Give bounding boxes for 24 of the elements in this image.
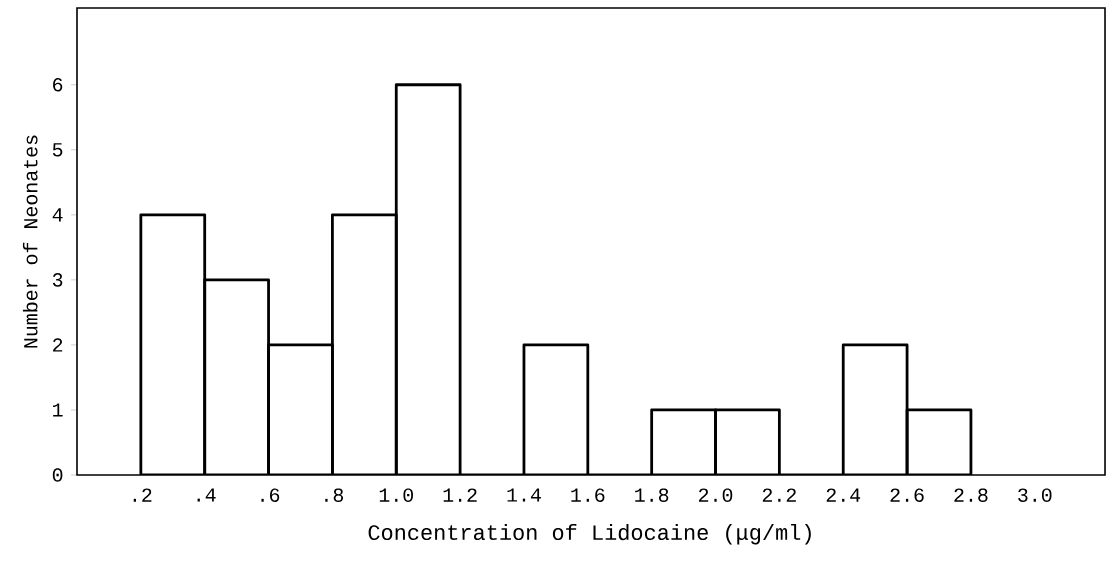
x-tick-label: 1.8	[635, 488, 669, 502]
x-tick-label: .8	[325, 488, 344, 502]
y-tick-label: 6	[53, 77, 63, 92]
y-tick-label: 5	[52, 143, 63, 157]
y-tick-label: 2	[53, 338, 63, 352]
x-axis-title: Concentration of Lidocaine (μg/ml)	[368, 523, 811, 545]
x-tick-label: 1.6	[571, 488, 605, 502]
y-axis-title: Number of Neonates	[22, 135, 38, 348]
x-tick-label: .4	[197, 488, 216, 502]
x-tick-label: 2.2	[762, 488, 796, 502]
y-tick-label: 1	[53, 403, 63, 417]
x-tick-label: 1.0	[379, 488, 413, 502]
x-tick-label: 1.2	[443, 488, 477, 502]
x-tick-label: .2	[133, 488, 152, 502]
x-tick-label: .6	[261, 488, 280, 502]
y-tick-label: 3	[52, 273, 63, 287]
x-tick-label: 2.8	[954, 488, 988, 502]
y-tick-label: 0	[52, 468, 63, 482]
x-tick-label: 3.0	[1018, 488, 1052, 502]
x-tick-label: 2.0	[698, 488, 733, 502]
y-tick-label: 4	[52, 208, 63, 222]
x-tick-label: 2.4	[826, 488, 861, 502]
x-tick-label: 2.6	[890, 488, 924, 502]
x-tick-label: 1.4	[507, 488, 541, 502]
